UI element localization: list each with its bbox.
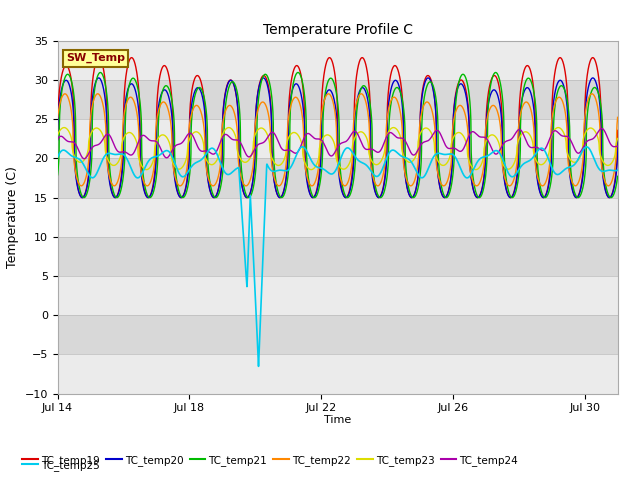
X-axis label: Time: Time [324, 415, 351, 425]
Bar [58, 80, 618, 119]
Bar [58, 119, 618, 158]
Legend: TC_temp25: TC_temp25 [18, 456, 104, 475]
Y-axis label: Temperature (C): Temperature (C) [6, 166, 19, 268]
Bar [58, 158, 618, 198]
Bar [58, 315, 618, 354]
Title: Temperature Profile C: Temperature Profile C [262, 23, 413, 37]
Text: SW_Temp: SW_Temp [66, 53, 125, 63]
Bar [58, 276, 618, 315]
Bar [58, 354, 618, 394]
Bar [58, 41, 618, 80]
Legend: TC_temp19, TC_temp20, TC_temp21, TC_temp22, TC_temp23, TC_temp24: TC_temp19, TC_temp20, TC_temp21, TC_temp… [18, 451, 522, 470]
Bar [58, 237, 618, 276]
Bar [58, 198, 618, 237]
